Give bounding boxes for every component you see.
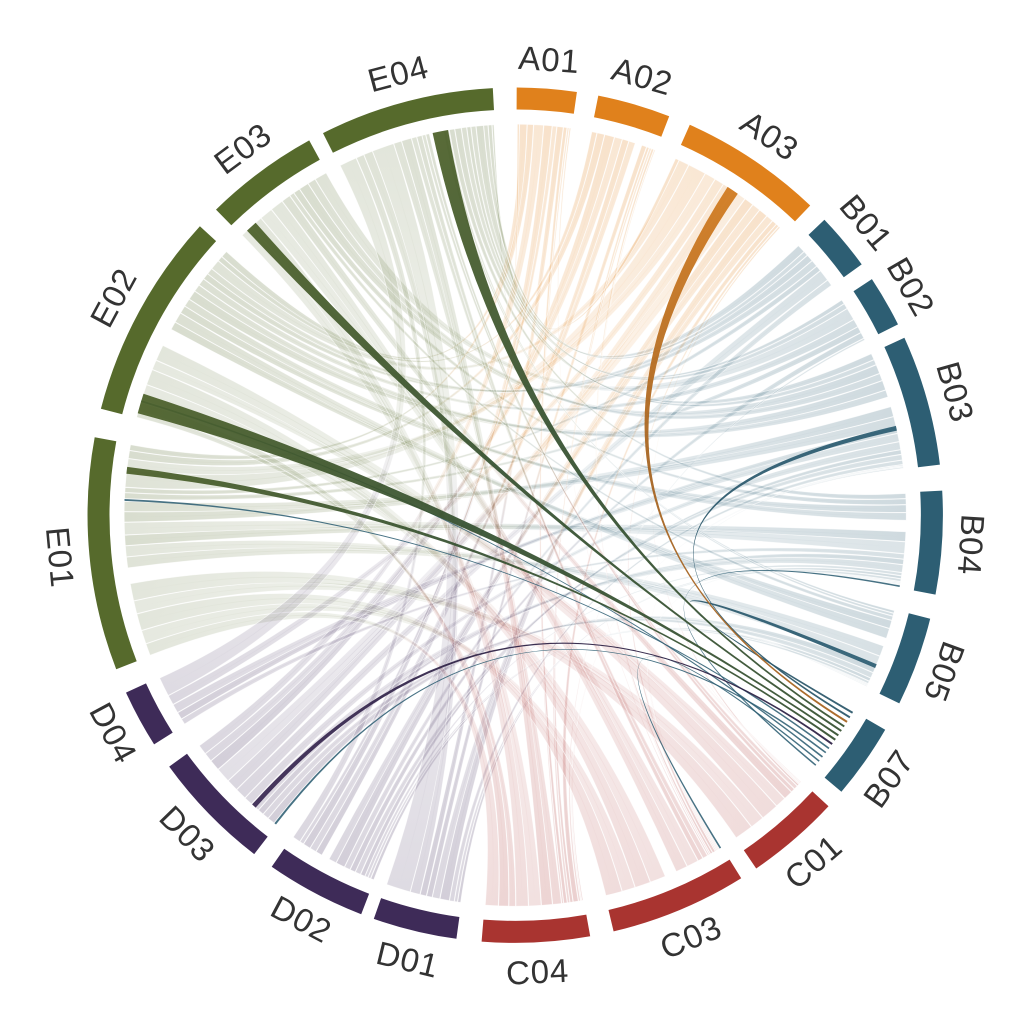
svg-text:A01: A01	[517, 39, 581, 80]
svg-text:E01: E01	[39, 525, 81, 589]
svg-text:B04: B04	[951, 513, 992, 576]
svg-text:C04: C04	[505, 952, 570, 992]
